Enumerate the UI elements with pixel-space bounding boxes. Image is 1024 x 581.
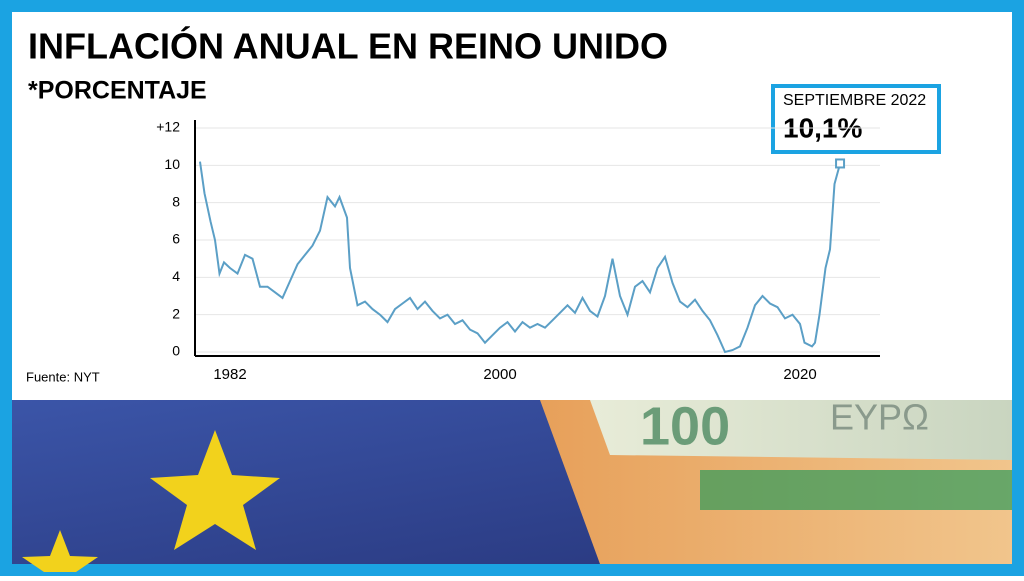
line xyxy=(199,161,842,354)
chart-subtitle: *PORCENTAJE xyxy=(28,77,207,105)
annotation-text: SEPTIEMBRE 2022 xyxy=(783,92,926,109)
panel xyxy=(12,12,1012,400)
end-marker xyxy=(835,158,846,169)
source: Fuente: NYT xyxy=(26,369,100,384)
y-tick-label: 4 xyxy=(172,268,180,284)
y-tick-label: 8 xyxy=(172,193,180,209)
x-tick-label: 2020 xyxy=(783,366,816,383)
annotation-box xyxy=(771,84,941,154)
x-tick-label: 2000 xyxy=(483,366,516,383)
x-tick-label: 1982 xyxy=(213,366,246,383)
chart-title: INFLACIÓN ANUAL EN REINO UNIDO xyxy=(28,25,668,67)
y-tick-label: 2 xyxy=(172,305,180,321)
y-tick-label: 6 xyxy=(172,231,180,247)
y-tick-label: 10 xyxy=(164,156,180,172)
svg-text:EYPΩ: EYPΩ xyxy=(830,397,929,438)
photo: 100 EYPΩ xyxy=(12,396,1012,572)
y-tick-label: +12 xyxy=(156,119,180,135)
svg-text:100: 100 xyxy=(640,396,730,456)
y-tick-label: 0 xyxy=(172,343,180,359)
